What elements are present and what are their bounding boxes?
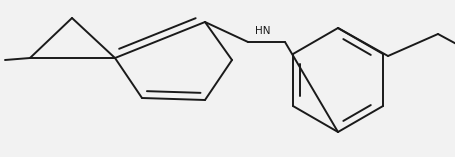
Text: HN: HN xyxy=(255,26,271,36)
